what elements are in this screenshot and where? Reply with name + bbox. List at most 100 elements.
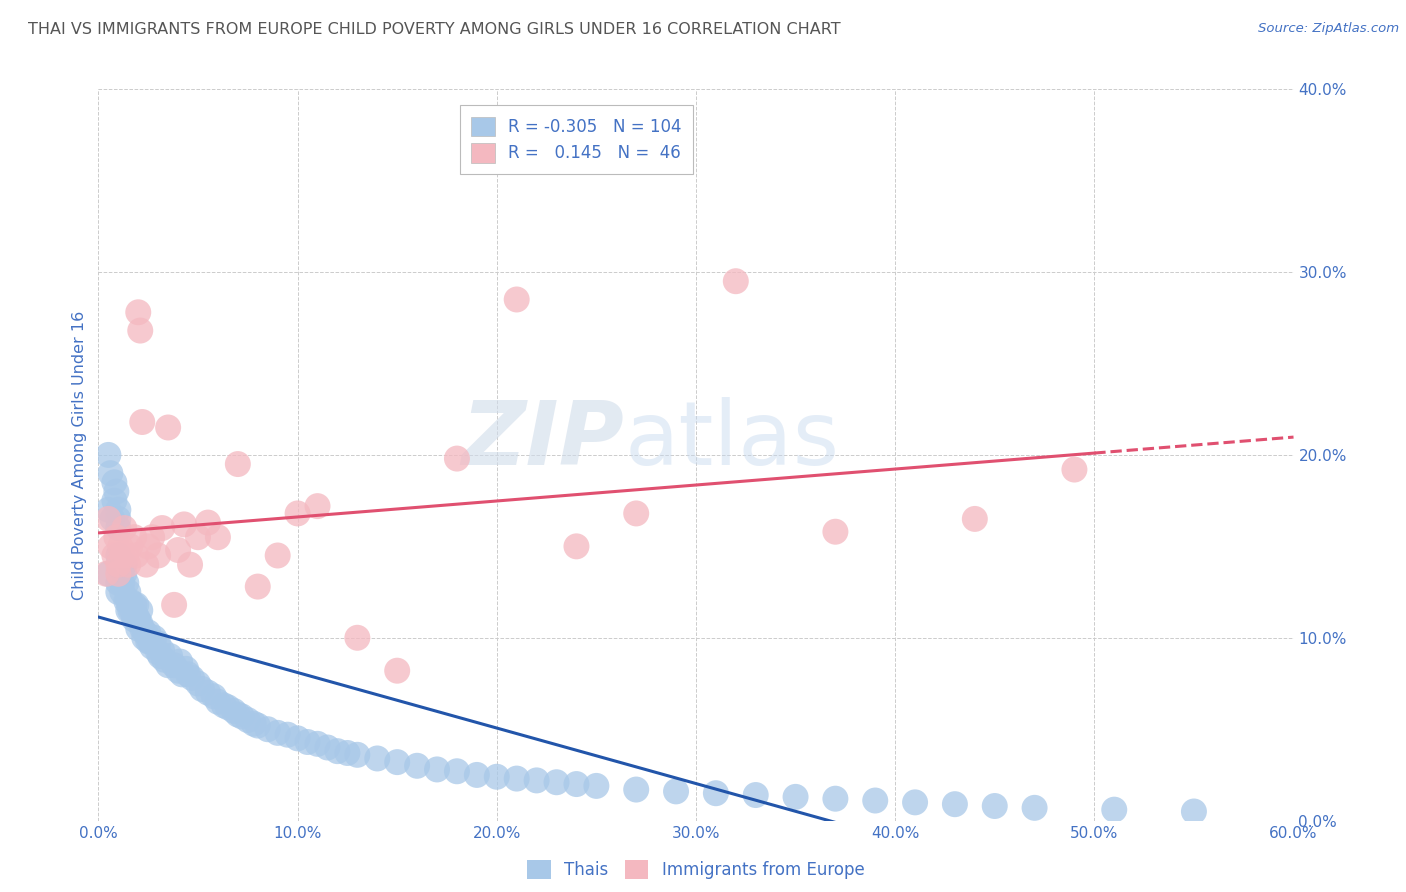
Point [277,728,299,742]
Point [141,640,163,654]
Point [131,415,153,429]
Point [307,499,329,513]
Point [101,512,124,526]
Point [943,797,966,812]
Text: atlas: atlas [624,397,839,483]
Point [127,305,149,319]
Point [307,737,329,751]
Point [97,502,120,516]
Point [316,740,339,755]
Point [107,558,129,572]
Point [904,796,927,810]
Point [167,543,190,558]
Point [97,448,120,462]
Point [267,726,290,740]
Point [117,585,139,599]
Point [159,649,181,664]
Point [724,274,747,288]
Point [346,747,368,762]
Point [426,763,449,777]
Point [181,671,204,685]
Point [112,558,135,572]
Point [824,791,846,805]
Point [231,709,253,723]
Y-axis label: Child Poverty Among Girls Under 16: Child Poverty Among Girls Under 16 [72,310,87,599]
Point [624,507,647,521]
Point [97,512,120,526]
Point [120,603,142,617]
Point [139,634,162,648]
Point [149,649,172,664]
Point [112,521,135,535]
Point [222,704,245,718]
Point [136,625,159,640]
Point [246,580,269,594]
Point [143,631,166,645]
Point [150,643,173,657]
Point [236,713,259,727]
Point [117,558,139,572]
Point [103,475,125,490]
Point [246,718,269,732]
Point [465,768,488,782]
Point [406,758,429,772]
Point [131,622,153,636]
Point [117,594,139,608]
Point [103,493,125,508]
Point [111,549,134,563]
Point [136,634,159,648]
Point [187,530,209,544]
Point [148,645,170,659]
Point [107,549,129,563]
Point [287,731,309,746]
Point [1063,462,1085,476]
Point [115,594,138,608]
Point [207,530,229,544]
Point [983,799,1005,814]
Point [107,521,129,535]
Point [326,744,349,758]
Text: ZIP: ZIP [461,397,624,483]
Point [134,631,156,645]
Point [169,655,191,669]
Point [256,723,278,737]
Point [117,603,139,617]
Point [173,517,195,532]
Point [197,685,219,699]
Point [124,613,146,627]
Point [174,662,197,676]
Point [1024,801,1046,815]
Point [157,658,180,673]
Point [446,451,468,466]
Point [98,539,122,553]
Point [112,566,135,581]
Point [565,539,588,553]
Point [127,613,149,627]
Point [243,716,266,731]
Point [153,653,176,667]
Point [129,603,152,617]
Point [96,566,118,581]
Point [1102,803,1125,817]
Text: THAI VS IMMIGRANTS FROM EUROPE CHILD POVERTY AMONG GIRLS UNDER 16 CORRELATION CH: THAI VS IMMIGRANTS FROM EUROPE CHILD POV… [28,22,841,37]
Point [187,676,209,690]
Point [135,558,157,572]
Point [121,603,143,617]
Point [506,772,529,786]
Point [125,549,148,563]
Point [1182,805,1205,819]
Point [110,539,132,553]
Point [105,484,128,499]
Point [111,576,134,591]
Point [824,524,846,539]
Point [624,782,647,797]
Point [148,549,170,563]
Point [129,324,152,338]
Point [197,516,219,530]
Point [136,539,159,553]
Point [963,512,986,526]
Point [163,658,186,673]
Point [217,700,239,714]
Point [585,779,607,793]
Point [565,777,588,791]
